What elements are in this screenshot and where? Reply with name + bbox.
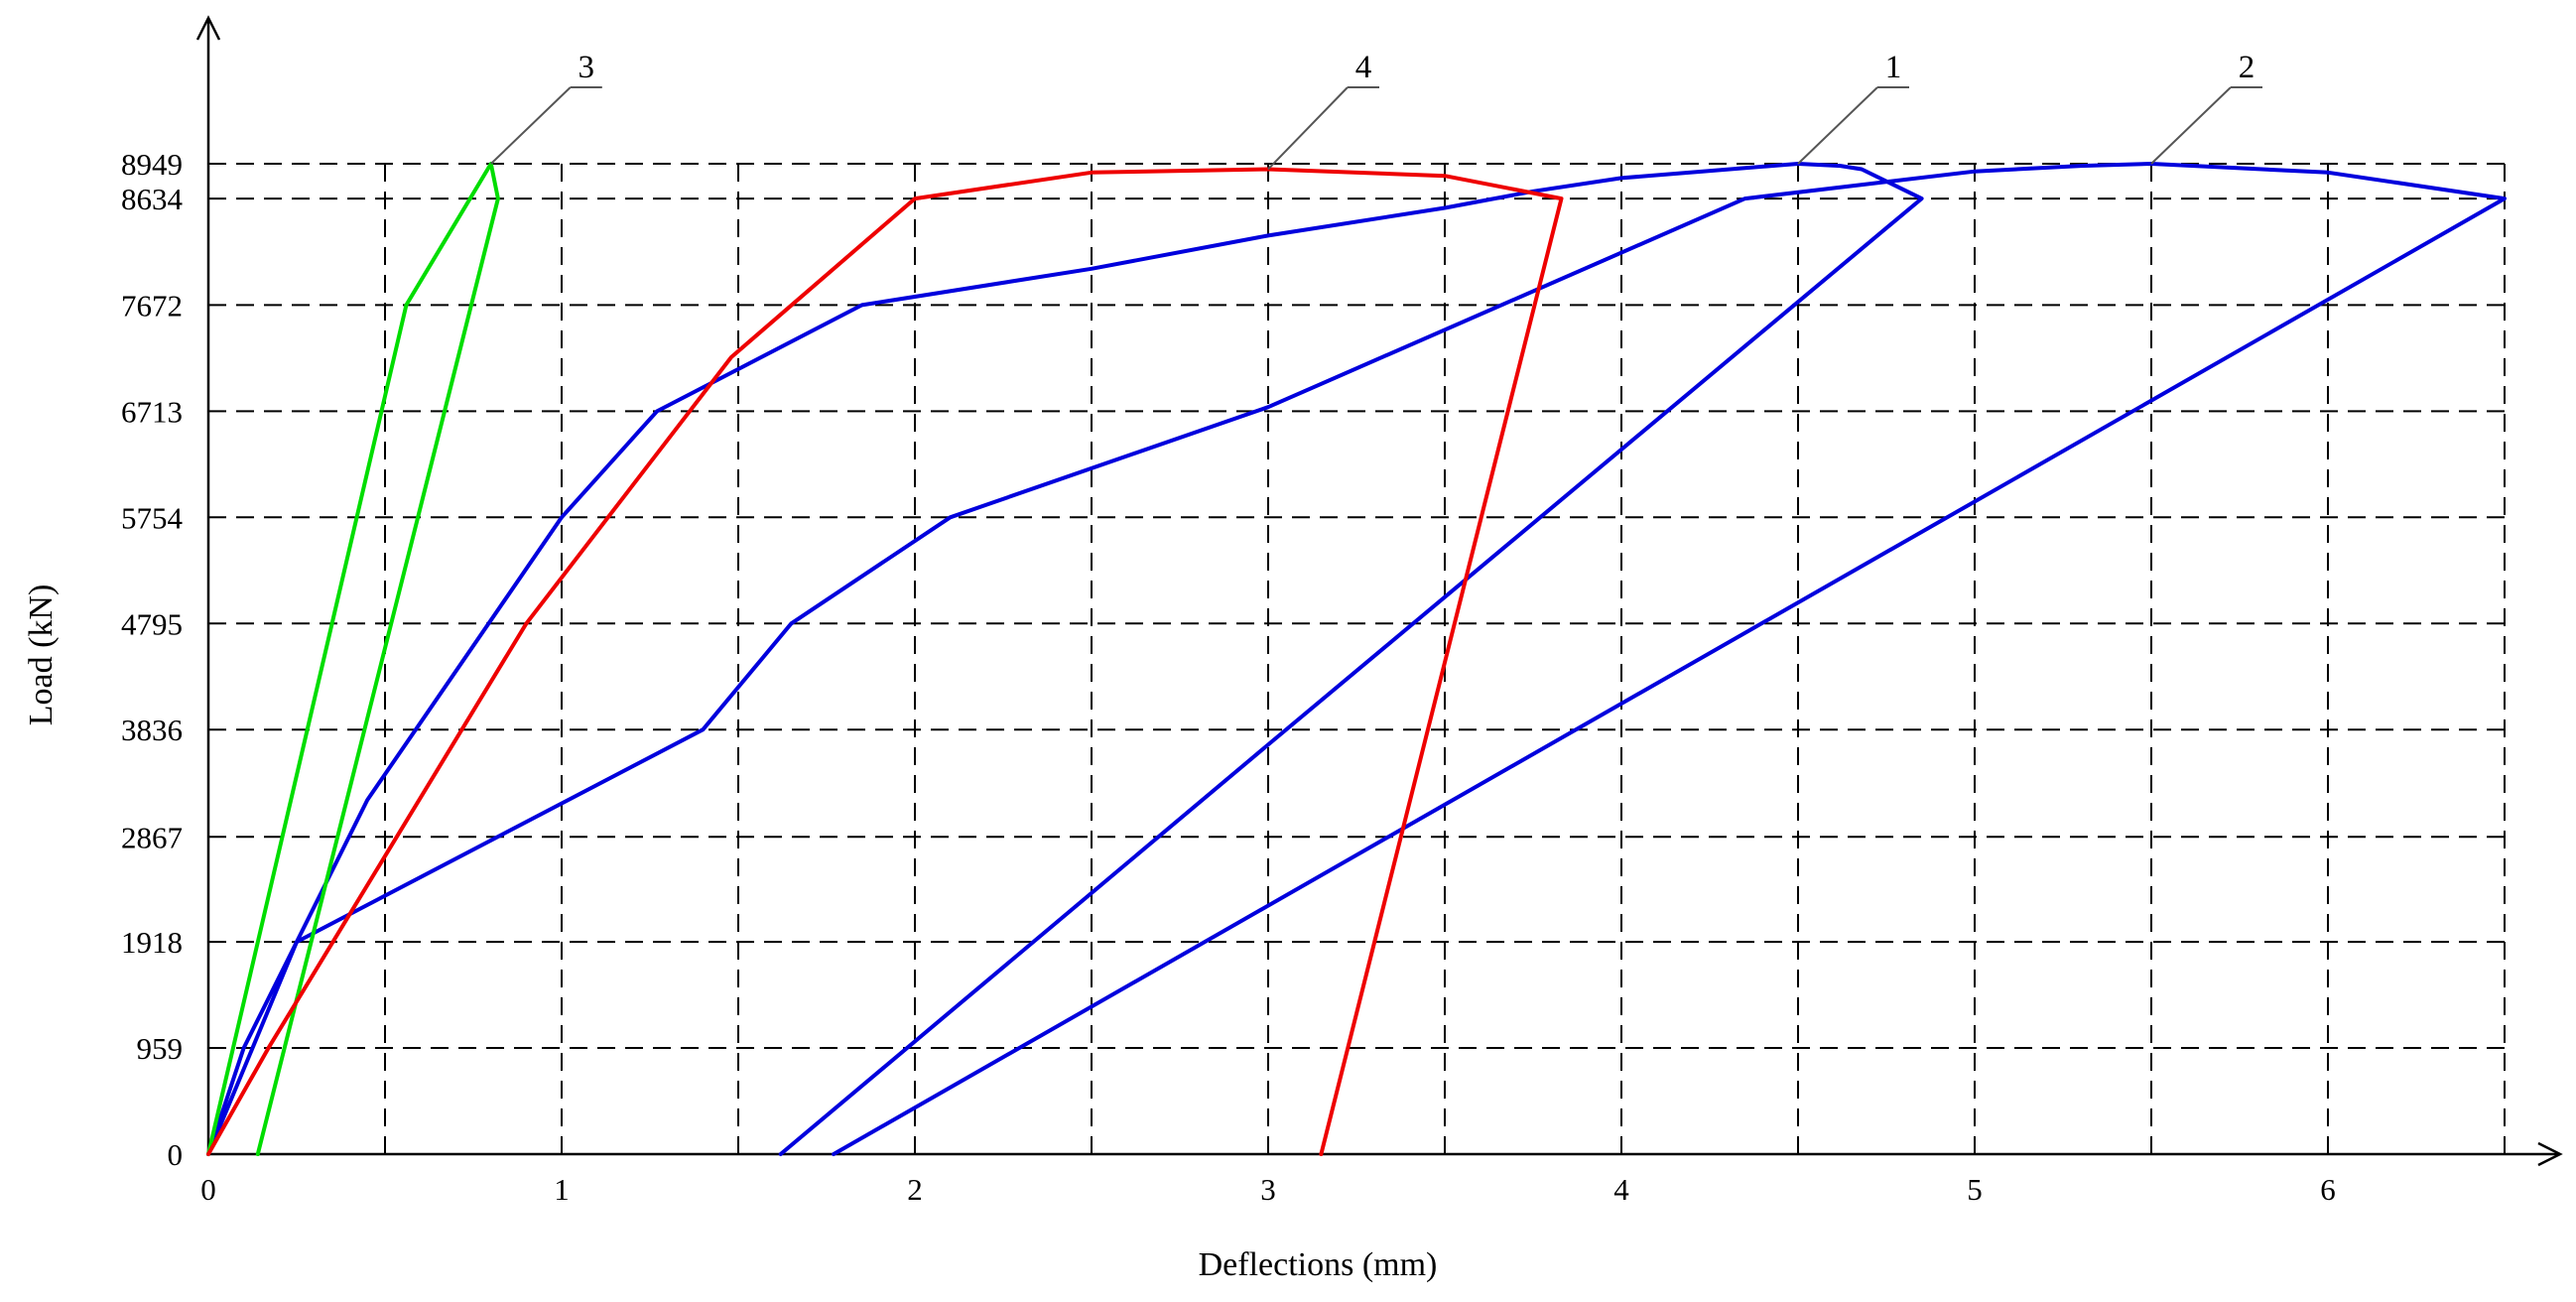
y-tick-label: 2867 — [121, 820, 183, 854]
y-tick-label: 5754 — [121, 500, 184, 535]
x-tick-label: 6 — [2320, 1172, 2336, 1207]
y-tick-label: 8949 — [121, 147, 183, 182]
y-tick-label: 1918 — [121, 925, 183, 960]
label-leader-line — [490, 86, 572, 165]
curve-label-3: 3 — [579, 50, 595, 85]
x-axis-arrow-icon — [2537, 1141, 2563, 1167]
series-line-4 — [206, 167, 1564, 1156]
curve-label-4: 4 — [1355, 50, 1372, 85]
x-axis-title: Deflections (mm) — [1199, 1246, 1438, 1283]
x-tick-label: 1 — [554, 1172, 570, 1207]
x-tick-label: 4 — [1613, 1172, 1629, 1207]
y-tick-label: 959 — [137, 1031, 184, 1066]
label-leader-line — [1267, 86, 1349, 171]
series-line-3 — [206, 162, 500, 1156]
axes: 0 1 2 3 4 5 6 0 959 1918 2867 3836 4795 5754 6713 7672 8… — [121, 15, 2563, 1207]
y-axis-arrow-icon — [195, 15, 221, 41]
x-tick-label: 3 — [1260, 1172, 1276, 1207]
label-leader-line — [1797, 86, 1878, 165]
grid — [208, 163, 2506, 1154]
y-tick-label: 0 — [168, 1137, 184, 1172]
curve-label-1: 1 — [1885, 50, 1902, 85]
curve-labels: 1 2 3 4 — [490, 50, 2262, 171]
y-tick-label: 3836 — [121, 713, 183, 747]
curve-label-2: 2 — [2239, 50, 2255, 85]
y-tick-label: 8634 — [121, 182, 184, 216]
x-tick-label: 0 — [200, 1172, 216, 1207]
label-leader-line — [2150, 86, 2232, 165]
y-tick-label: 7672 — [121, 288, 183, 323]
y-tick-label: 4795 — [121, 606, 183, 641]
series-group — [206, 162, 2507, 1156]
x-tick-label: 2 — [907, 1172, 923, 1207]
y-tick-label: 6713 — [121, 394, 183, 429]
y-axis-title: Load (kN) — [23, 585, 60, 726]
x-tick-label: 5 — [1967, 1172, 1983, 1207]
series-line-1 — [206, 162, 1924, 1156]
